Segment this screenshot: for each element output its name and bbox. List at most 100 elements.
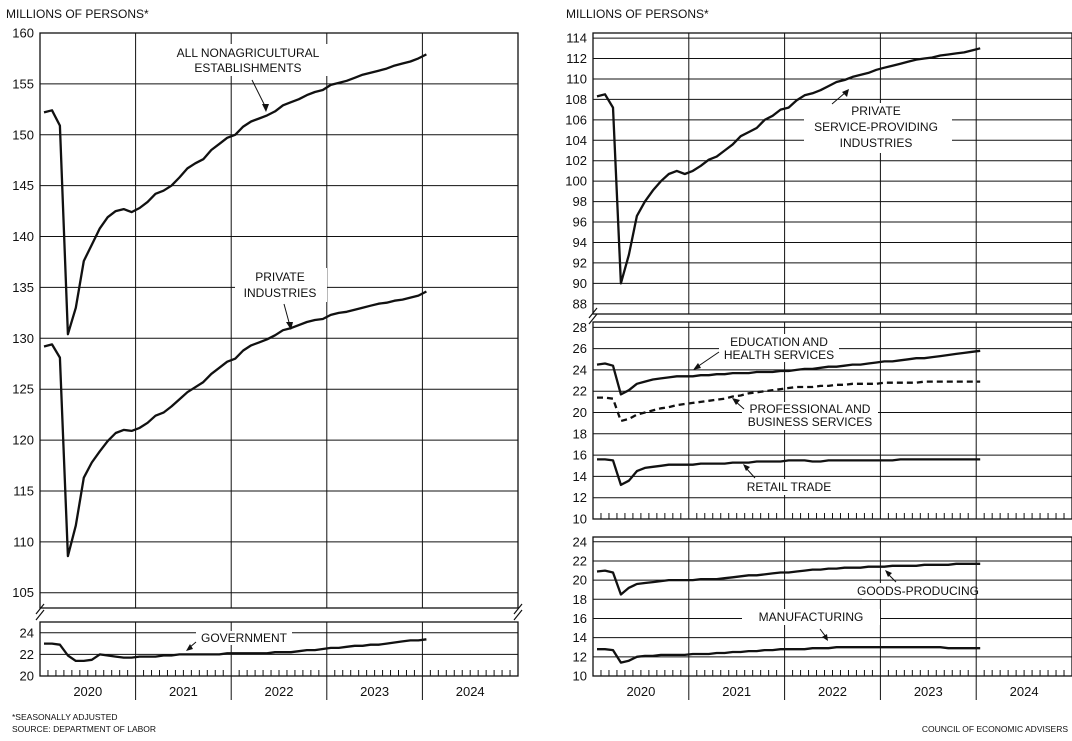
label-government: GOVERNMENT [201, 631, 288, 645]
y-tick-label: 150 [12, 127, 34, 142]
y-tick-label: 104 [565, 133, 587, 148]
footnote-source: SOURCE: DEPARTMENT OF LABOR [12, 724, 156, 734]
y-tick-label: 102 [565, 153, 587, 168]
y-tick-label: 88 [573, 296, 587, 311]
y-tick-label: 12 [573, 490, 587, 505]
axis-break [513, 609, 523, 621]
arrow-svc [831, 91, 847, 105]
y-tick-label: 140 [12, 229, 34, 244]
y-tick-label: 155 [12, 76, 34, 91]
axis-break [588, 307, 598, 319]
y-tick-label: 120 [12, 433, 34, 448]
y-tick-label: 92 [573, 255, 587, 270]
label-manuf: MANUFACTURING [759, 610, 864, 624]
left-lower-panel: 20 22 24 [20, 603, 523, 684]
annotations: ALL NONAGRICULTURAL ESTABLISHMENTS PRIVA… [158, 44, 979, 651]
label-svc-3: INDUSTRIES [840, 136, 913, 150]
x-tick-label: 2022 [265, 684, 294, 699]
arrow-head-private [286, 322, 293, 330]
y-tick-label: 90 [573, 276, 587, 291]
left-upper-panel: 105 110 115 120 125 130 135 140 145 150 155 160 [12, 26, 519, 609]
y-tick-label: 105 [12, 585, 34, 600]
arrow-head-svc [842, 89, 849, 97]
label-goods: GOODS-PRODUCING [857, 584, 979, 598]
series-line-2 [597, 458, 981, 487]
label-private-1: PRIVATE [255, 270, 305, 284]
label-all-nonag-2: ESTABLISHMENTS [194, 61, 301, 75]
series-line-1 [597, 646, 981, 664]
y-tick-label: 10 [573, 512, 587, 527]
label-retail: RETAIL TRADE [747, 480, 831, 494]
y-tick-label: 22 [573, 384, 587, 399]
y-tick-label: 100 [565, 174, 587, 189]
y-tick-label: 108 [565, 92, 587, 107]
label-all-nonag-1: ALL NONAGRICULTURAL [177, 46, 320, 60]
credit: COUNCIL OF ECONOMIC ADVISERS [922, 724, 1068, 734]
axis-break [513, 603, 523, 615]
label-prof-1: PROFESSIONAL AND [750, 402, 871, 416]
label-svc-2: SERVICE-PROVIDING [814, 120, 938, 134]
label-private-2: INDUSTRIES [244, 286, 317, 300]
y-tick-label: 18 [573, 592, 587, 607]
y-tick-label: 114 [566, 31, 587, 46]
footnote-adjusted: *SEASONALLY ADJUSTED [12, 712, 118, 722]
series-line-0 [43, 53, 427, 336]
y-tick-label: 160 [12, 26, 34, 41]
y-tick-label: 24 [573, 362, 587, 377]
y-tick-label: 22 [20, 647, 34, 662]
y-tick-label: 16 [573, 611, 587, 626]
arrow-retail [745, 467, 756, 479]
right-upper-panel: 88 90 92 94 96 98 100 102 104 106 108 110 112 114 [565, 31, 1072, 315]
y-tick-label: 115 [13, 483, 34, 498]
arrow-head-all-nonag [262, 104, 269, 112]
x-tick-label: 2024 [456, 684, 485, 699]
y-tick-label: 20 [573, 405, 587, 420]
arrow-head-edu [693, 363, 701, 370]
x-tick-label: 2022 [818, 684, 847, 699]
right-middle-panel: 10 12 14 16 18 20 22 24 26 28 [573, 307, 1072, 527]
arrow-head-retail [743, 464, 750, 471]
y-tick-label: 26 [573, 341, 587, 356]
x-tick-label: 2020 [626, 684, 655, 699]
x-tick-label: 2020 [73, 684, 102, 699]
series-line-1 [43, 290, 427, 558]
arrow-head-prof [732, 398, 740, 405]
label-prof-2: BUSINESS SERVICES [748, 415, 873, 429]
y-tick-label: 94 [573, 235, 587, 250]
left-header: MILLIONS OF PERSONS* [6, 7, 149, 21]
y-tick-label: 10 [573, 669, 587, 684]
label-svc-1: PRIVATE [851, 104, 901, 118]
y-tick-label: 24 [573, 534, 587, 549]
series-line-1 [597, 380, 981, 423]
y-tick-label: 28 [573, 320, 587, 335]
arrow-edu [696, 351, 720, 368]
right-lower-panel: 10 12 14 16 18 20 22 24 [573, 534, 1072, 684]
arrow-head-government [186, 644, 193, 651]
y-tick-label: 20 [573, 573, 587, 588]
label-edu-2: HEALTH SERVICES [724, 348, 834, 362]
y-tick-label: 145 [12, 178, 34, 193]
panel-frame [592, 32, 1072, 315]
y-tick-label: 12 [573, 649, 587, 664]
y-tick-label: 106 [565, 112, 587, 127]
series-line-0 [596, 47, 981, 285]
axis-break [35, 609, 45, 621]
y-tick-label: 98 [573, 194, 587, 209]
y-tick-label: 14 [573, 630, 587, 645]
y-tick-label: 18 [573, 426, 587, 441]
x-tick-label: 2021 [722, 684, 751, 699]
y-tick-label: 16 [573, 448, 587, 463]
x-tick-label: 2021 [169, 684, 198, 699]
panel-frame [39, 32, 519, 609]
arrow-all-nonag [251, 79, 267, 109]
x-tick-label: 2024 [1010, 684, 1039, 699]
y-tick-label: 22 [573, 553, 587, 568]
series-line-0 [44, 638, 427, 663]
label-edu-1: EDUCATION AND [730, 335, 828, 349]
y-tick-label: 96 [573, 215, 587, 230]
arrow-head-goods [885, 570, 892, 577]
y-tick-label: 130 [12, 331, 34, 346]
x-tick-label: 2023 [914, 684, 943, 699]
arrow-head-manuf [822, 634, 828, 641]
